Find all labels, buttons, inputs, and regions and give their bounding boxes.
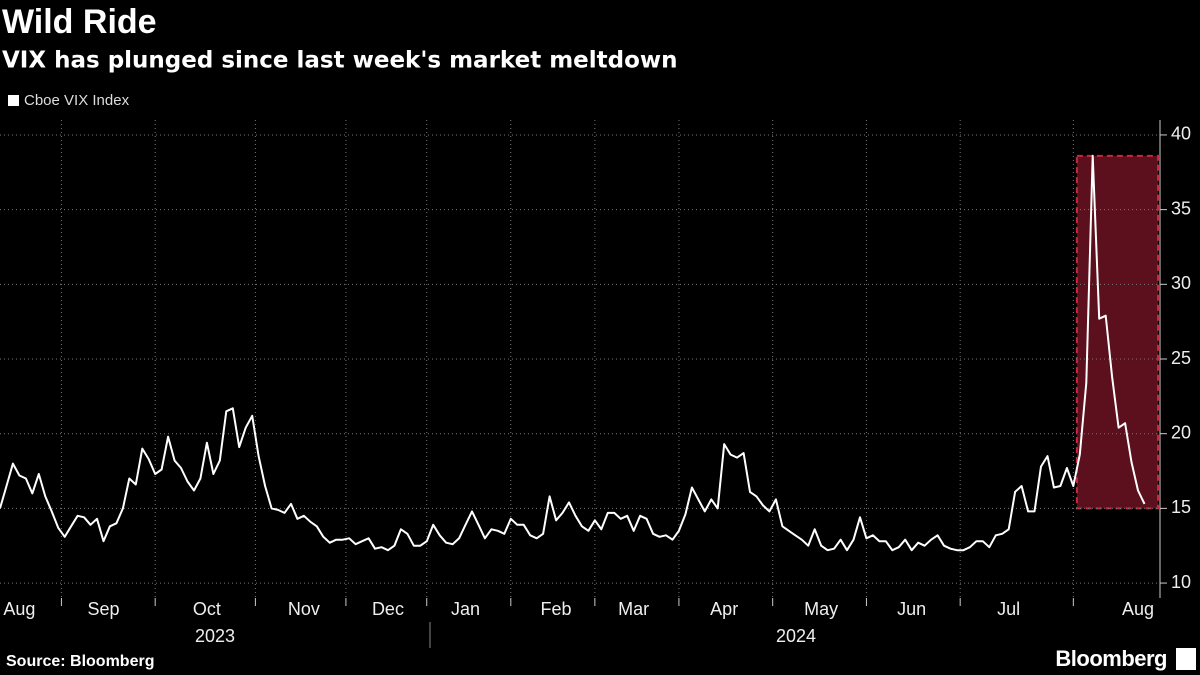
x-tick-label: Mar	[618, 599, 649, 619]
x-tick-label: Sep	[87, 599, 119, 619]
chart-subtitle: VIX has plunged since last week's market…	[2, 48, 678, 74]
x-tick-label: Nov	[288, 599, 320, 619]
brand: Bloomberg	[1055, 646, 1167, 671]
legend-swatch	[8, 95, 19, 106]
chart-title: Wild Ride	[2, 3, 157, 41]
y-tick-label: 35	[1171, 198, 1191, 218]
x-tick-label: Aug	[3, 599, 35, 619]
y-tick-label: 20	[1171, 422, 1191, 442]
y-tick-label: 10	[1171, 572, 1191, 592]
series-line	[0, 154, 1146, 552]
x-tick-label: Feb	[541, 599, 572, 619]
x-tick-label: Jul	[997, 599, 1020, 619]
x-tick-label: May	[804, 599, 838, 619]
y-tick-label: 30	[1171, 273, 1191, 293]
x-tick-label: Jun	[897, 599, 926, 619]
x-tick-label: Jan	[451, 599, 480, 619]
x-tick-label: Apr	[710, 599, 738, 619]
highlight-box	[1075, 154, 1159, 510]
x-tick-label: Dec	[372, 599, 404, 619]
source: Source: Bloomberg	[6, 653, 154, 670]
year-label: 2023	[195, 626, 235, 646]
brand-icon	[1176, 648, 1196, 670]
legend-label: Cboe VIX Index	[24, 92, 130, 109]
y-tick-label: 25	[1171, 348, 1191, 368]
x-tick-label: Aug	[1122, 599, 1154, 619]
year-label: 2024	[776, 626, 816, 646]
y-tick-label: 15	[1171, 497, 1191, 517]
y-tick-label: 40	[1171, 124, 1191, 144]
x-tick-label: Oct	[193, 599, 221, 619]
